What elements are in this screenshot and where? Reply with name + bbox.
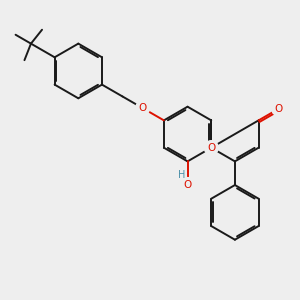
Text: H: H — [178, 170, 185, 180]
Text: O: O — [207, 143, 215, 153]
Circle shape — [181, 178, 195, 192]
Circle shape — [204, 141, 218, 155]
Circle shape — [136, 101, 150, 115]
Text: O: O — [274, 104, 283, 114]
Text: O: O — [183, 180, 192, 190]
Circle shape — [272, 102, 286, 116]
Text: O: O — [139, 103, 147, 113]
